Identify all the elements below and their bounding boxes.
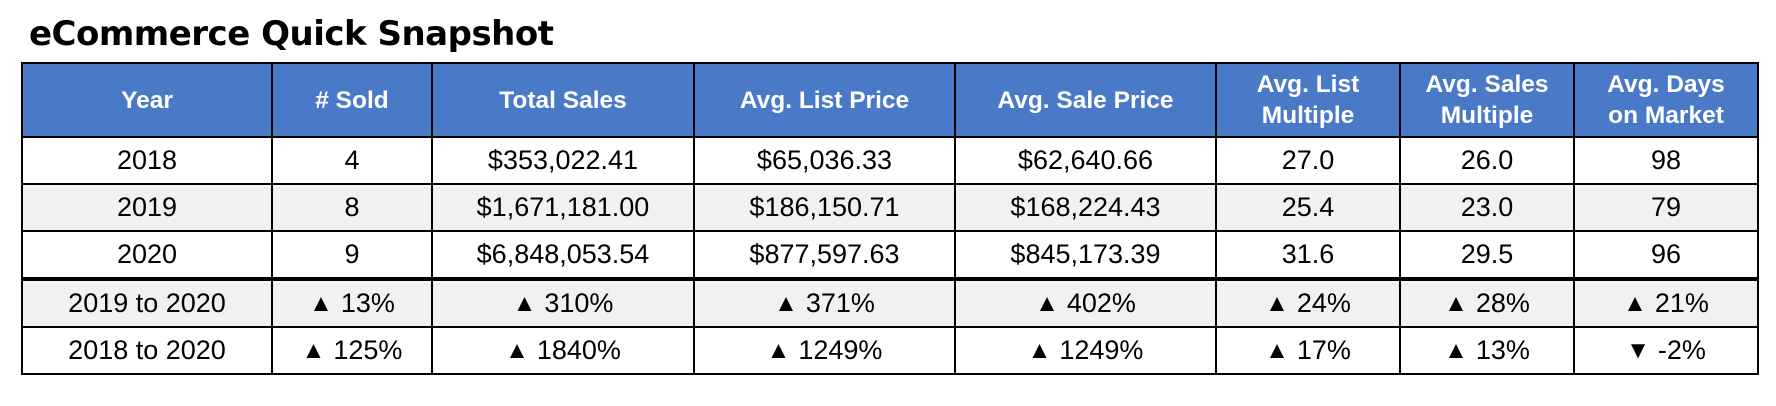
- header-line: # Sold: [315, 86, 389, 114]
- change-cell: ▲ 28%: [1399, 277, 1575, 328]
- arrow-up-icon: ▲: [1265, 337, 1289, 364]
- change-row-label: 2019 to 2020: [21, 277, 273, 328]
- change-row-label: 2018 to 2020: [21, 326, 273, 375]
- change-cell: ▲ 125%: [271, 326, 433, 375]
- arrow-up-icon: ▲: [512, 290, 537, 317]
- arrow-up-icon: ▲: [766, 337, 791, 364]
- change-value: 1249%: [1059, 335, 1144, 365]
- change-value: 125%: [333, 335, 403, 365]
- header-line: Avg. List: [1256, 71, 1360, 98]
- table-cell: 2020: [21, 230, 273, 280]
- page-title: eCommerce Quick Snapshot: [29, 14, 554, 54]
- table-cell: $353,022.41: [431, 136, 695, 185]
- table-cell: 79: [1573, 183, 1759, 232]
- table-cell: $62,640.66: [954, 136, 1217, 185]
- arrow-up-icon: ▲: [1444, 290, 1468, 317]
- change-value: 402%: [1066, 288, 1136, 318]
- table-cell: 27.0: [1215, 136, 1401, 185]
- table-cell: 2018: [21, 136, 273, 185]
- change-row-2018-to-2020: 2018 to 2020 ▲ 125% ▲ 1840% ▲ 1249% ▲ 1249% …: [21, 326, 1759, 375]
- change-cell: ▲ 310%: [431, 277, 695, 328]
- header-line: Year: [121, 86, 173, 114]
- header-avg-list-multiple: Avg. List Multiple: [1215, 62, 1401, 138]
- table-cell: 25.4: [1215, 183, 1401, 232]
- change-cell: ▲ 1840%: [431, 326, 695, 375]
- header-avg-days-on-market: Avg. Days on Market: [1573, 62, 1759, 138]
- table-cell: 2019: [21, 183, 273, 232]
- table-cell: $877,597.63: [693, 230, 956, 280]
- arrow-up-icon: ▲: [1265, 290, 1289, 317]
- change-row-2019-to-2020: 2019 to 2020 ▲ 13% ▲ 310% ▲ 371% ▲ 402% ▲ 24%…: [21, 277, 1759, 328]
- change-value: 1840%: [536, 335, 621, 365]
- change-cell: ▲ 24%: [1215, 277, 1401, 328]
- change-value: 21%: [1654, 288, 1709, 318]
- change-value: -2%: [1657, 335, 1706, 365]
- change-value: 371%: [805, 288, 875, 318]
- table-cell: 9: [271, 230, 433, 280]
- change-value: 13%: [1475, 335, 1530, 365]
- table-cell: $168,224.43: [954, 183, 1217, 232]
- header-line: Total Sales: [499, 86, 627, 114]
- table-cell: 4: [271, 136, 433, 185]
- change-value: 310%: [544, 288, 614, 318]
- snapshot-table: Year # Sold Total Sales Avg. List Price …: [21, 62, 1759, 375]
- header-sold: # Sold: [271, 62, 433, 138]
- header-line: Avg. Sale Price: [997, 86, 1174, 114]
- table-cell: 23.0: [1399, 183, 1575, 232]
- header-avg-list-price: Avg. List Price: [693, 62, 956, 138]
- change-value: 1249%: [798, 335, 883, 365]
- header-avg-sales-multiple: Avg. Sales Multiple: [1399, 62, 1575, 138]
- change-cell: ▲ 13%: [271, 277, 433, 328]
- header-line: Avg. Sales: [1425, 71, 1549, 98]
- header-line: Multiple: [1261, 102, 1355, 129]
- change-value: 13%: [340, 288, 395, 318]
- arrow-up-icon: ▲: [1444, 337, 1468, 364]
- table-cell: $6,848,053.54: [431, 230, 695, 280]
- arrow-down-icon: ▼: [1626, 337, 1650, 364]
- table-cell: 96: [1573, 230, 1759, 280]
- change-cell: ▲ 371%: [693, 277, 956, 328]
- arrow-up-icon: ▲: [774, 290, 798, 317]
- change-value: 24%: [1296, 288, 1351, 318]
- change-cell: ▲ 21%: [1573, 277, 1759, 328]
- table-row-2018: 2018 4 $353,022.41 $65,036.33 $62,640.66…: [21, 136, 1759, 185]
- change-value: 17%: [1296, 335, 1351, 365]
- arrow-up-icon: ▲: [505, 337, 529, 364]
- change-cell: ▲ 17%: [1215, 326, 1401, 375]
- arrow-up-icon: ▲: [1027, 337, 1052, 364]
- arrow-up-icon: ▲: [301, 337, 326, 364]
- table-cell: 98: [1573, 136, 1759, 185]
- change-cell: ▼ -2%: [1573, 326, 1759, 375]
- table-row-2020: 2020 9 $6,848,053.54 $877,597.63 $845,17…: [21, 230, 1759, 280]
- table-cell: 8: [271, 183, 433, 232]
- header-line: Multiple: [1440, 102, 1534, 129]
- arrow-up-icon: ▲: [309, 290, 333, 317]
- arrow-up-icon: ▲: [1623, 290, 1647, 317]
- table-cell: $65,036.33: [693, 136, 956, 185]
- header-line: Avg. List Price: [739, 86, 910, 114]
- change-cell: ▲ 402%: [954, 277, 1217, 328]
- arrow-up-icon: ▲: [1035, 290, 1059, 317]
- header-row: Year # Sold Total Sales Avg. List Price …: [21, 62, 1759, 138]
- table-cell: 29.5: [1399, 230, 1575, 280]
- table-cell: $845,173.39: [954, 230, 1217, 280]
- header-year: Year: [21, 62, 273, 138]
- table-cell: $186,150.71: [693, 183, 956, 232]
- change-cell: ▲ 1249%: [693, 326, 956, 375]
- header-total-sales: Total Sales: [431, 62, 695, 138]
- header-avg-sale-price: Avg. Sale Price: [954, 62, 1217, 138]
- header-line: Avg. Days: [1607, 71, 1725, 98]
- table-row-2019: 2019 8 $1,671,181.00 $186,150.71 $168,22…: [21, 183, 1759, 232]
- table-cell: 26.0: [1399, 136, 1575, 185]
- change-cell: ▲ 13%: [1399, 326, 1575, 375]
- change-cell: ▲ 1249%: [954, 326, 1217, 375]
- header-line: on Market: [1608, 102, 1724, 129]
- table-cell: 31.6: [1215, 230, 1401, 280]
- change-value: 28%: [1475, 288, 1530, 318]
- table-cell: $1,671,181.00: [431, 183, 695, 232]
